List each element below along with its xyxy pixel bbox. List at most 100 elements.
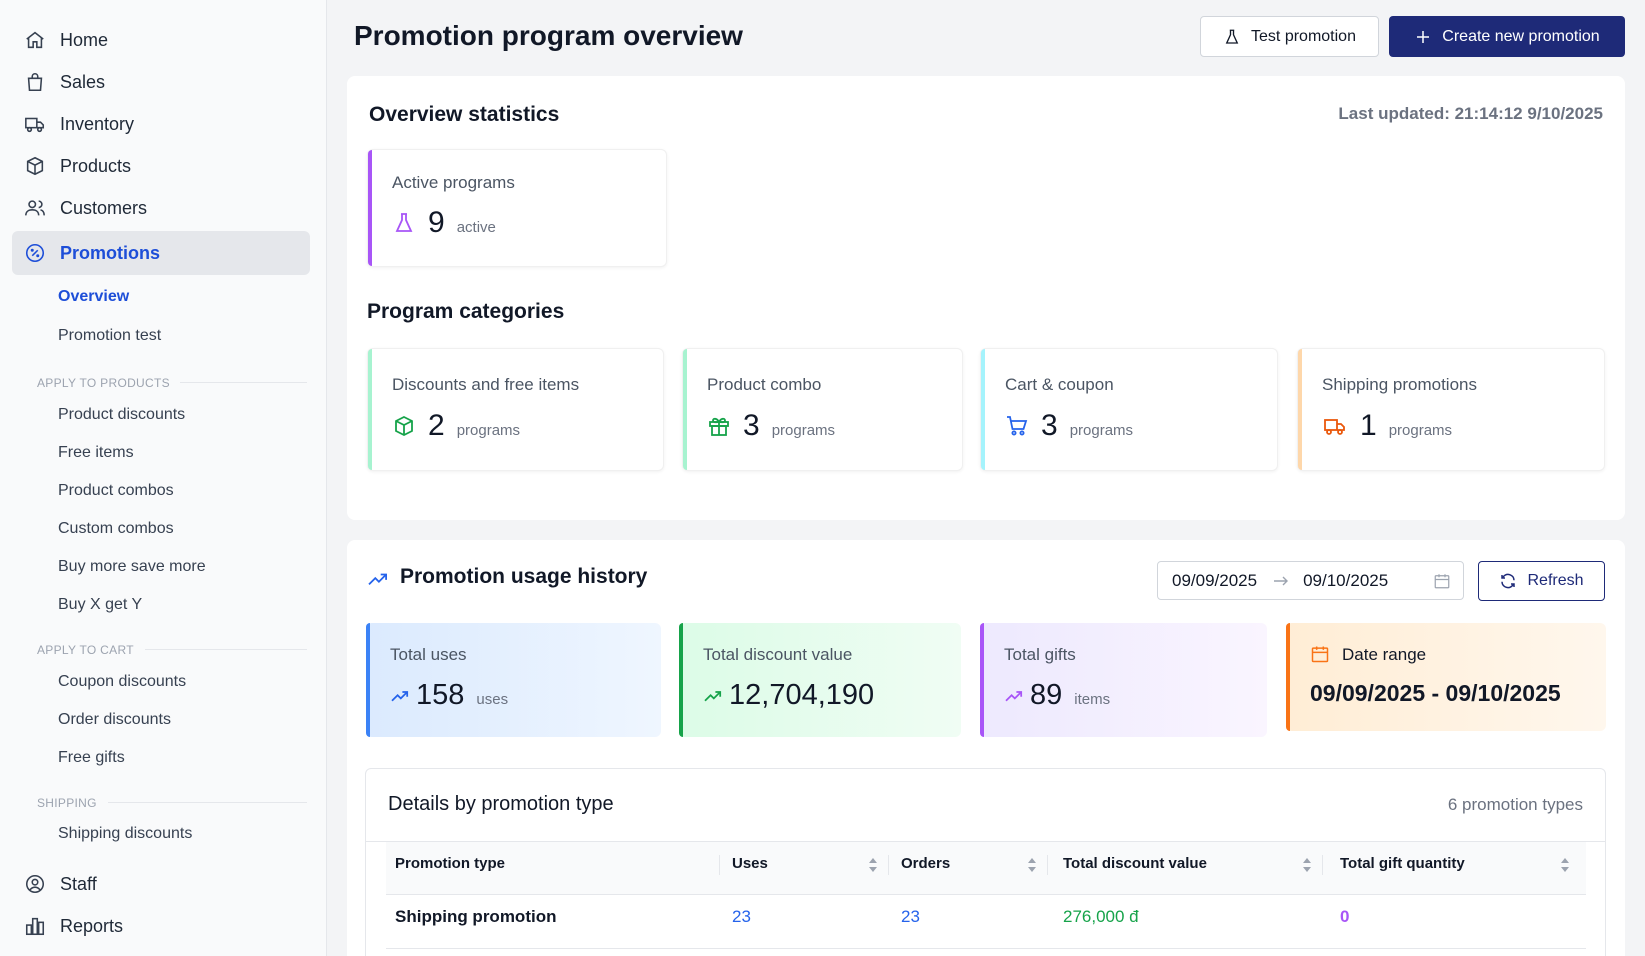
sidebar: Home Sales Inventory Products Customers … [0, 0, 327, 956]
sort-icon[interactable] [1026, 856, 1038, 874]
card-unit: uses [476, 691, 509, 708]
box-icon [24, 155, 46, 177]
cell-total-discount: 276,000 đ [1063, 907, 1139, 926]
sub-item-coupon-discounts[interactable]: Coupon discounts [58, 673, 187, 690]
card-label: Active programs [392, 173, 515, 192]
card-label: Discounts and free items [392, 375, 580, 394]
column-header-total-gift-quantity[interactable]: Total gift quantity [1340, 855, 1465, 872]
table-header [386, 842, 1586, 894]
trending-up-icon [367, 570, 389, 588]
accent-bar [368, 349, 372, 470]
card-unit: items [1074, 691, 1111, 708]
create-promotion-label: Create new promotion [1442, 27, 1600, 45]
sub-item-buy-x-get-y[interactable]: Buy X get Y [58, 596, 143, 613]
card-unit: programs [1388, 422, 1453, 439]
column-header-promotion-type: Promotion type [395, 855, 506, 872]
card-label: Total uses [390, 645, 467, 664]
nav-label: Staff [60, 873, 97, 894]
sub-item-free-gifts[interactable]: Free gifts [58, 749, 125, 766]
card-value-row: 12,704,190 [703, 679, 874, 712]
page-title: Promotion program overview [354, 20, 743, 51]
trending-up-icon [390, 688, 410, 704]
nav-products[interactable]: Products [12, 145, 310, 187]
nav-label: Products [60, 155, 132, 176]
total-gifts-card: Total gifts 89 items [980, 623, 1267, 737]
date-range-picker[interactable]: 09/09/2025 09/10/2025 [1157, 561, 1464, 600]
card-value: 12,704,190 [729, 679, 875, 711]
refresh-button[interactable]: Refresh [1478, 561, 1605, 601]
card-label: Product combo [707, 375, 822, 394]
nav-label: Inventory [60, 113, 135, 134]
overview-panel: Overview statistics Last updated: 21:14:… [347, 76, 1625, 520]
sub-item-buy-more-save-more[interactable]: Buy more save more [58, 558, 206, 575]
nav-staff[interactable]: Staff [12, 863, 310, 905]
user-circle-icon [24, 873, 46, 895]
create-promotion-button[interactable]: Create new promotion [1389, 16, 1625, 57]
date-from[interactable]: 09/09/2025 [1172, 570, 1258, 590]
percent-badge-icon [24, 242, 46, 264]
nav-customers[interactable]: Customers [12, 187, 310, 229]
total-uses-card: Total uses 158 uses [366, 623, 661, 737]
sub-item-shipping-discounts[interactable]: Shipping discounts [58, 825, 193, 842]
column-header-orders[interactable]: Orders [901, 855, 951, 872]
sort-icon[interactable] [1559, 856, 1571, 874]
sort-icon[interactable] [867, 856, 879, 874]
card-value: 1 [1360, 409, 1377, 442]
accent-bar [366, 623, 370, 737]
column-separator [1322, 855, 1323, 875]
nav-inventory[interactable]: Inventory [12, 103, 310, 145]
category-card-cart-coupon[interactable]: Cart & coupon 3 programs [980, 348, 1278, 471]
date-to[interactable]: 09/10/2025 [1303, 570, 1389, 590]
nav-home[interactable]: Home [12, 19, 310, 61]
truck-icon [24, 113, 46, 135]
card-value: 9 [428, 206, 445, 239]
details-panel: Details by promotion type 6 promotion ty… [365, 768, 1606, 956]
card-label: Shipping promotions [1322, 375, 1477, 394]
program-categories-title: Program categories [367, 300, 565, 323]
cube-icon [392, 414, 416, 438]
accent-bar [1286, 623, 1290, 731]
nav-promotions[interactable]: Promotions [12, 231, 310, 275]
category-card-shipping[interactable]: Shipping promotions 1 programs [1297, 348, 1605, 471]
card-value-row: 158 uses [390, 679, 508, 712]
sub-item-overview[interactable]: Overview [58, 288, 130, 305]
sub-item-order-discounts[interactable]: Order discounts [58, 711, 171, 728]
column-separator [888, 855, 889, 875]
users-icon [24, 197, 46, 219]
card-value: 3 [743, 409, 760, 442]
nav-sales[interactable]: Sales [12, 61, 310, 103]
card-value-row: 3 programs [1005, 409, 1133, 443]
card-label: Date range [1342, 645, 1427, 664]
nav-reports[interactable]: Reports [12, 905, 310, 947]
trending-up-icon [703, 688, 723, 704]
column-header-total-discount-value[interactable]: Total discount value [1063, 855, 1207, 872]
nav-label: Reports [60, 915, 124, 936]
details-title: Details by promotion type [388, 793, 614, 815]
cell-orders: 23 [901, 907, 920, 926]
accent-bar [980, 623, 984, 737]
test-promotion-button[interactable]: Test promotion [1200, 16, 1379, 57]
sub-item-promotion-test[interactable]: Promotion test [58, 327, 162, 344]
last-updated: Last updated: 21:14:12 9/10/2025 [1338, 104, 1603, 123]
sub-item-free-items[interactable]: Free items [58, 444, 134, 461]
category-card-discounts[interactable]: Discounts and free items 2 programs [367, 348, 664, 471]
flask-icon [392, 210, 416, 236]
overview-title: Overview statistics [369, 103, 560, 126]
card-unit: programs [771, 422, 836, 439]
refresh-label: Refresh [1527, 572, 1584, 589]
column-header-uses[interactable]: Uses [732, 855, 768, 872]
gift-icon [707, 414, 731, 438]
sub-item-custom-combos[interactable]: Custom combos [58, 520, 174, 537]
sort-icon[interactable] [1301, 856, 1313, 874]
shopping-bag-icon [24, 71, 46, 93]
cart-icon [1005, 414, 1029, 438]
cell-promotion-type: Shipping promotion [395, 907, 557, 926]
category-card-combo[interactable]: Product combo 3 programs [682, 348, 963, 471]
divider [145, 649, 307, 650]
calendar-icon [1433, 572, 1451, 590]
column-separator [1047, 855, 1048, 875]
sub-item-product-combos[interactable]: Product combos [58, 482, 174, 499]
sub-item-product-discounts[interactable]: Product discounts [58, 406, 186, 423]
nav-label: Home [60, 29, 109, 50]
card-unit: programs [456, 422, 521, 439]
